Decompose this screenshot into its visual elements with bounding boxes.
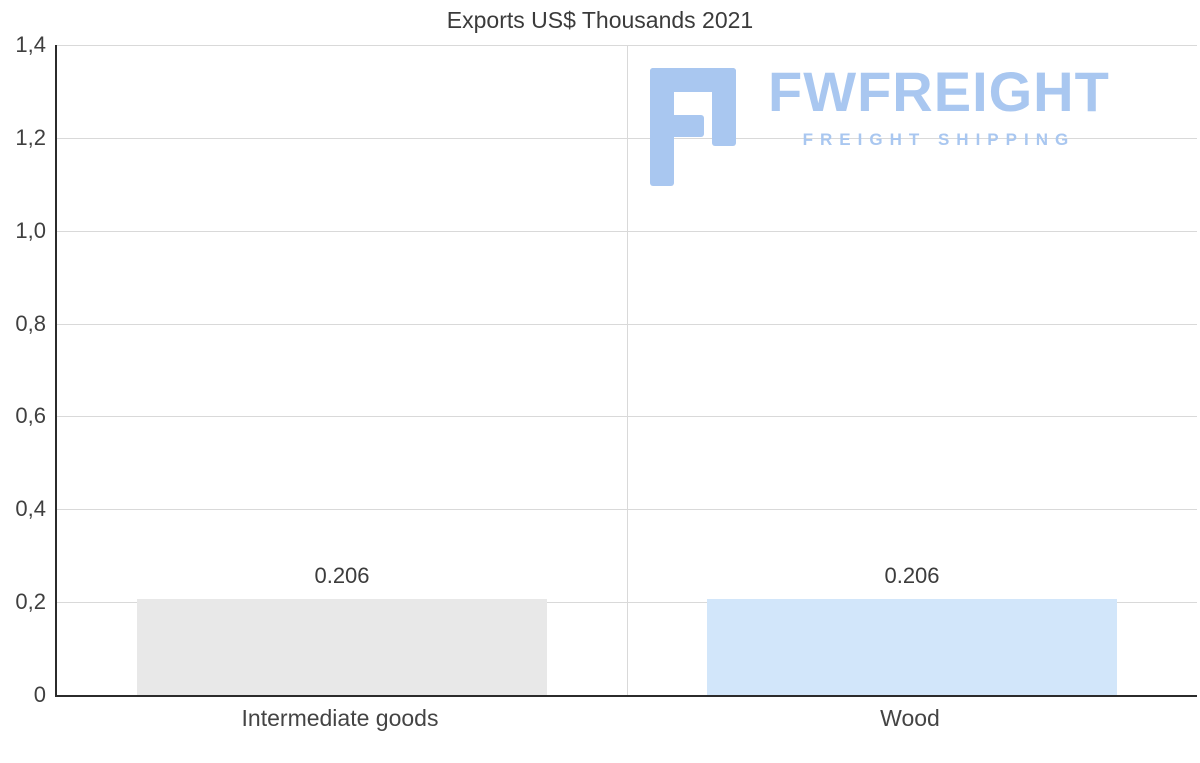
bar-value-label: 0.206 — [314, 563, 370, 589]
y-axis-tick-label: 1,4 — [15, 32, 46, 57]
y-axis-labels: 0 0,2 0,4 0,6 0,8 1,0 1,2 1,4 — [0, 32, 46, 707]
y-axis-tick-label: 0 — [33, 682, 46, 707]
gridlines — [57, 45, 1197, 695]
bar-wood — [706, 599, 1118, 695]
y-axis-tick-label: 0,8 — [15, 310, 46, 336]
y-axis-tick-label: 0,6 — [15, 403, 46, 429]
x-axis-category-label: Intermediate goods — [241, 705, 439, 731]
bar-intermediate-goods — [136, 599, 548, 695]
watermark-textblock: FWFREIGHT FREIGHT SHIPPING — [768, 64, 1110, 150]
fwfreight-logo-icon — [650, 68, 736, 186]
y-axis-tick-label: 0,4 — [15, 496, 46, 522]
watermark: FWFREIGHT FREIGHT SHIPPING — [650, 64, 1110, 186]
watermark-brand-text: FWFREIGHT — [768, 60, 1110, 123]
x-axis-labels: Intermediate goods Wood — [55, 703, 1197, 743]
chart-title: Exports US$ Thousands 2021 — [446, 7, 754, 33]
category-separator-gridline — [627, 45, 628, 695]
y-axis-tick-label: 1,0 — [15, 217, 46, 243]
y-axis-tick-label: 1,2 — [15, 124, 46, 150]
y-axis-tick-label: 0,2 — [15, 589, 46, 615]
watermark-tagline-text: FREIGHT SHIPPING — [802, 130, 1076, 149]
plot-area: 0.206 0.206 — [55, 45, 1197, 697]
bar-value-label: 0.206 — [884, 563, 940, 589]
x-axis-category-label: Wood — [880, 705, 940, 731]
